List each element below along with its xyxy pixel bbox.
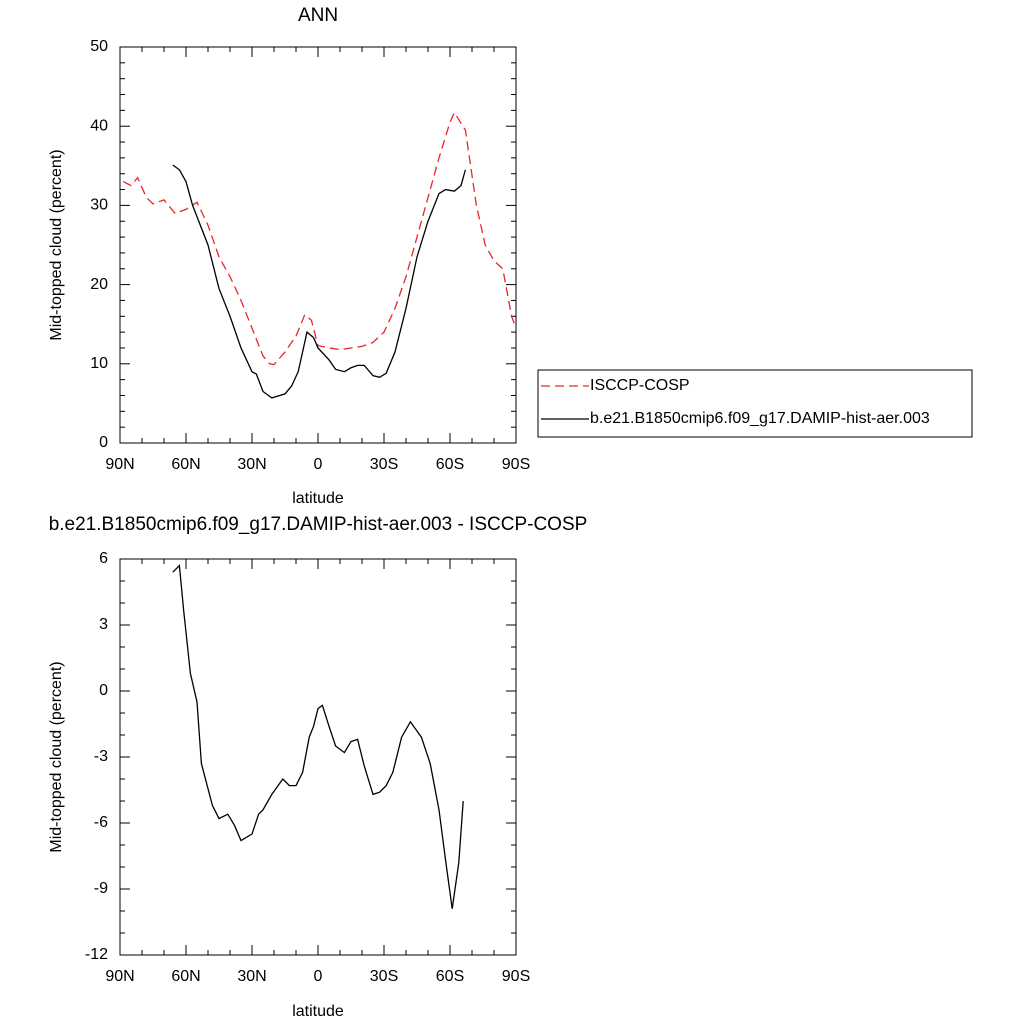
- legend-label: b.e21.B1850cmip6.f09_g17.DAMIP-hist-aer.…: [590, 410, 930, 427]
- y-tick-label: 6: [99, 550, 108, 567]
- y-tick-label: 0: [99, 434, 108, 451]
- x-tick-label: 30S: [370, 968, 398, 985]
- y-tick-label: 40: [90, 117, 108, 134]
- plot-frame: [119, 558, 517, 956]
- x-tick-label: 60S: [436, 968, 464, 985]
- legend-box: [537, 369, 973, 438]
- x-tick-label: 90S: [502, 968, 530, 985]
- y-tick-label: 0: [99, 682, 108, 699]
- y-tick-label: -6: [94, 814, 108, 831]
- x-tick-label: 60N: [171, 456, 200, 473]
- x-tick-label: 30N: [237, 456, 266, 473]
- x-tick-label: 90N: [105, 968, 134, 985]
- y-tick-label: 20: [90, 276, 108, 293]
- plot-frame: [119, 46, 517, 444]
- y-tick-label: 10: [90, 355, 108, 372]
- y-axis-label: Mid-topped cloud (percent): [48, 149, 65, 340]
- x-tick-label: 60S: [436, 456, 464, 473]
- x-tick-label: 30S: [370, 456, 398, 473]
- data-line: [172, 164, 467, 399]
- chart-title: b.e21.B1850cmip6.f09_g17.DAMIP-hist-aer.…: [49, 514, 588, 535]
- y-tick-label: -3: [94, 748, 108, 765]
- x-tick-label: 90S: [502, 456, 530, 473]
- legend-label: ISCCP-COSP: [590, 377, 690, 394]
- y-tick-label: -12: [85, 946, 108, 963]
- x-axis-label: latitude: [292, 1003, 344, 1020]
- chart-title: ANN: [298, 5, 338, 26]
- y-tick-label: 50: [90, 38, 108, 55]
- x-axis-label: latitude: [292, 490, 344, 507]
- y-tick-label: 30: [90, 197, 108, 214]
- x-tick-label: 0: [314, 968, 323, 985]
- x-tick-label: 90N: [105, 456, 134, 473]
- data-line: [172, 564, 464, 909]
- y-axis-label: Mid-topped cloud (percent): [48, 661, 65, 852]
- data-line: [123, 111, 517, 366]
- x-tick-label: 0: [314, 456, 323, 473]
- x-tick-label: 30N: [237, 968, 266, 985]
- y-tick-label: -9: [94, 880, 108, 897]
- x-tick-label: 60N: [171, 968, 200, 985]
- y-tick-label: 3: [99, 616, 108, 633]
